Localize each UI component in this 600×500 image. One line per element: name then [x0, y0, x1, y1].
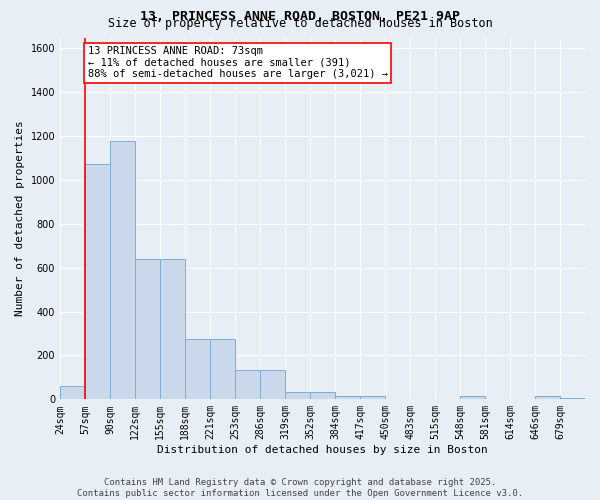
Bar — [235, 370, 260, 400]
Bar — [110, 140, 135, 400]
X-axis label: Distribution of detached houses by size in Boston: Distribution of detached houses by size … — [157, 445, 488, 455]
Bar — [360, 396, 385, 400]
Bar — [185, 339, 210, 400]
Bar — [310, 392, 335, 400]
Text: Size of property relative to detached houses in Boston: Size of property relative to detached ho… — [107, 18, 493, 30]
Bar — [160, 259, 185, 400]
Bar — [85, 164, 110, 400]
Text: 13 PRINCESS ANNE ROAD: 73sqm
← 11% of detached houses are smaller (391)
88% of s: 13 PRINCESS ANNE ROAD: 73sqm ← 11% of de… — [88, 46, 388, 80]
Bar — [285, 392, 310, 400]
Bar — [60, 386, 85, 400]
Y-axis label: Number of detached properties: Number of detached properties — [15, 120, 25, 316]
Text: 13, PRINCESS ANNE ROAD, BOSTON, PE21 9AP: 13, PRINCESS ANNE ROAD, BOSTON, PE21 9AP — [140, 10, 460, 23]
Bar — [560, 398, 585, 400]
Bar — [135, 259, 160, 400]
Bar — [535, 396, 560, 400]
Bar — [335, 396, 360, 400]
Bar — [210, 339, 235, 400]
Text: Contains HM Land Registry data © Crown copyright and database right 2025.
Contai: Contains HM Land Registry data © Crown c… — [77, 478, 523, 498]
Bar — [260, 370, 285, 400]
Bar — [460, 396, 485, 400]
